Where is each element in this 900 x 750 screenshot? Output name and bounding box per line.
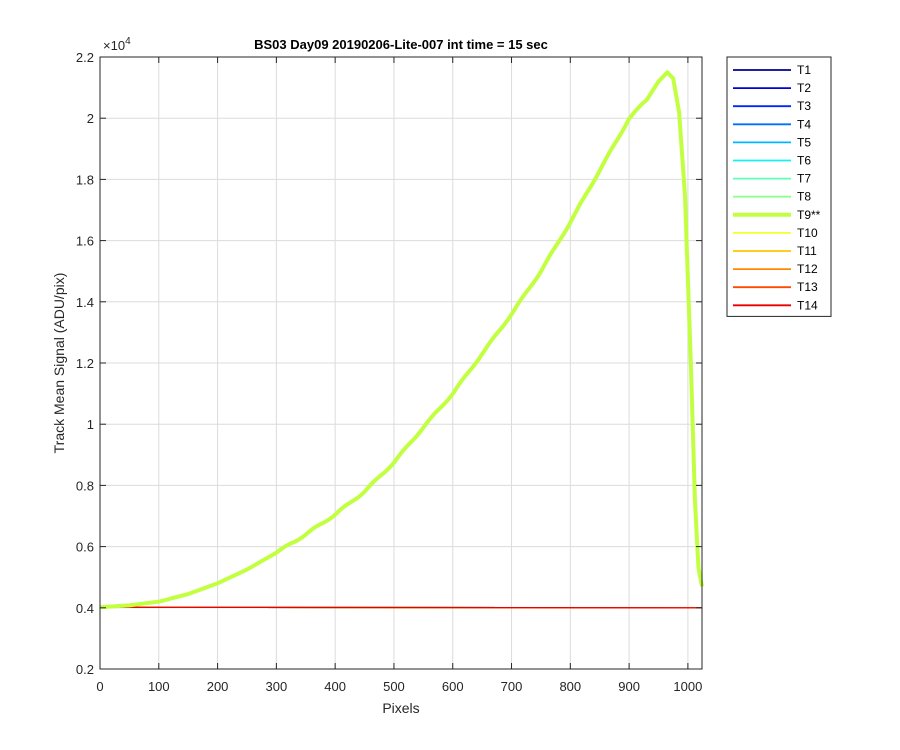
legend-label: T10 [797, 226, 818, 240]
x-tick-label: 100 [148, 679, 170, 694]
legend-label: T6 [797, 154, 811, 168]
y-tick-label: 1 [87, 417, 94, 432]
legend-label: T5 [797, 135, 811, 149]
chart-title: BS03 Day09 20190206-Lite-007 int time = … [254, 37, 548, 52]
legend-box [726, 56, 832, 317]
legend: T1 T2 T3 T4 T5 T6 T7 T8 T9** T10 T11 T12 T13 T14 [726, 56, 832, 317]
legend-label: T8 [797, 190, 811, 204]
legend-label: T9** [797, 208, 821, 222]
y-exponent-label: ×104 [103, 36, 131, 53]
y-tick-label: 2 [87, 111, 94, 126]
legend-label: T11 [797, 244, 817, 258]
x-tick-label: 500 [383, 679, 405, 694]
x-tick-label: 700 [501, 679, 523, 694]
y-tick-label: 1.6 [76, 234, 94, 249]
y-tick-label: 0.2 [76, 662, 94, 677]
x-tick-label: 400 [324, 679, 346, 694]
legend-label: T12 [797, 262, 818, 276]
series-line-t9 [99, 70, 704, 610]
legend-label: T4 [797, 117, 811, 131]
x-tick-label: 0 [96, 679, 103, 694]
legend-label: T14 [797, 298, 818, 312]
y-tick-label: 2.2 [76, 50, 94, 65]
x-tick-label: 600 [442, 679, 464, 694]
y-tick-label: 0.6 [76, 540, 94, 555]
legend-label: T7 [797, 172, 811, 186]
y-axis-title: Track Mean Signal (ADU/pix) [51, 273, 67, 454]
y-exponent-power: 4 [125, 36, 131, 47]
axis-ticks: 0 100 200 300 400 500 600 700 800 900 1000 0.2 0.4 0.… [76, 50, 702, 694]
legend-label: T3 [797, 99, 811, 113]
legend-label: T2 [797, 81, 811, 95]
legend-label: T1 [797, 63, 811, 77]
x-tick-label: 800 [559, 679, 581, 694]
y-tick-label: 1.2 [76, 356, 94, 371]
x-tick-label: 200 [207, 679, 229, 694]
x-tick-label: 300 [266, 679, 288, 694]
x-tick-label: 900 [618, 679, 640, 694]
x-axis-title: Pixels [382, 700, 419, 716]
y-exponent-base: ×10 [103, 38, 125, 53]
y-tick-label: 0.4 [76, 601, 94, 616]
series-line-t14 [99, 606, 703, 609]
y-tick-label: 0.8 [76, 478, 94, 493]
legend-label: T13 [797, 280, 818, 294]
y-tick-label: 1.8 [76, 172, 94, 187]
y-tick-label: 1.4 [76, 295, 94, 310]
x-tick-label: 1000 [673, 679, 702, 694]
series-lines [99, 70, 704, 610]
